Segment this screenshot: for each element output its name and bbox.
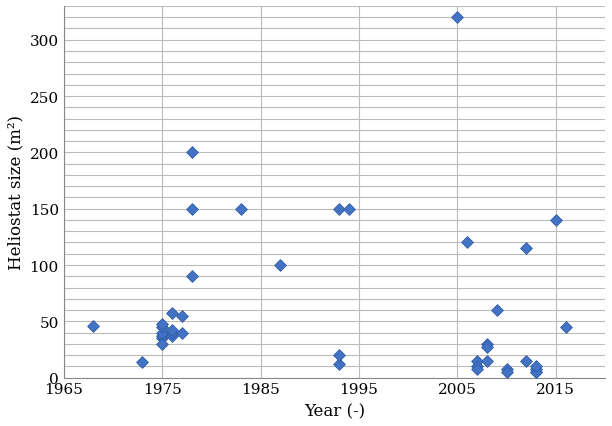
Point: [187, 206, 196, 213]
Point: [334, 361, 344, 368]
Point: [167, 327, 177, 334]
Point: [521, 357, 531, 364]
Point: [521, 245, 531, 252]
Point: [472, 357, 482, 364]
Point: [531, 369, 541, 376]
Point: [334, 206, 344, 213]
Point: [157, 320, 167, 327]
Point: [177, 329, 187, 336]
Point: [452, 15, 462, 22]
Point: [167, 333, 177, 340]
Point: [472, 363, 482, 370]
Point: [334, 352, 344, 359]
Point: [88, 322, 98, 329]
Point: [344, 206, 354, 213]
Point: [561, 324, 570, 331]
Point: [177, 313, 187, 320]
Point: [492, 307, 502, 314]
X-axis label: Year (-): Year (-): [304, 402, 365, 419]
Point: [167, 310, 177, 317]
Point: [551, 217, 561, 224]
Y-axis label: Heliostat size (m²): Heliostat size (m²): [7, 115, 24, 270]
Point: [138, 359, 147, 366]
Point: [157, 329, 167, 336]
Point: [482, 344, 492, 351]
Point: [187, 273, 196, 280]
Point: [275, 262, 285, 269]
Point: [157, 324, 167, 331]
Point: [187, 150, 196, 156]
Point: [236, 206, 245, 213]
Point: [482, 357, 492, 364]
Point: [502, 369, 512, 376]
Point: [502, 366, 512, 372]
Point: [462, 239, 472, 246]
Point: [531, 369, 541, 376]
Point: [157, 335, 167, 342]
Point: [482, 341, 492, 348]
Point: [157, 333, 167, 340]
Point: [531, 363, 541, 370]
Point: [531, 366, 541, 372]
Point: [167, 329, 177, 336]
Point: [157, 341, 167, 348]
Point: [472, 366, 482, 372]
